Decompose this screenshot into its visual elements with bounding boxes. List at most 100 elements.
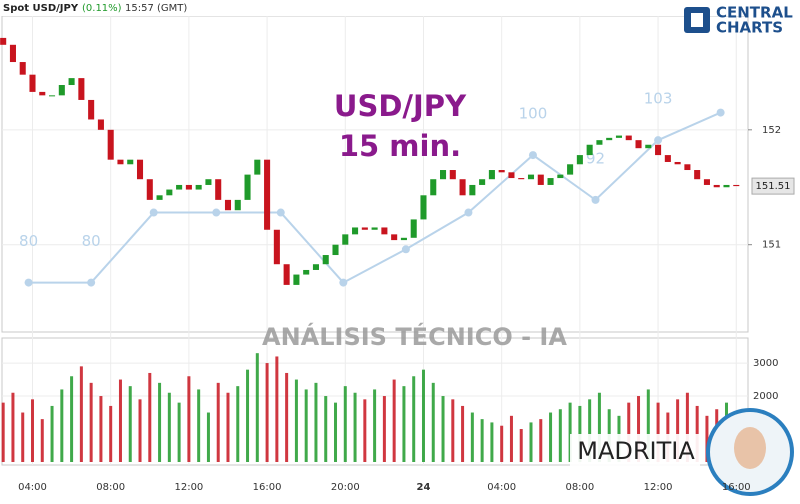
candle-body <box>136 159 144 180</box>
volume-bar <box>197 389 201 462</box>
candle-body <box>312 264 319 270</box>
candle-body <box>703 179 710 185</box>
candle-body <box>694 170 701 180</box>
candle-body <box>322 255 329 265</box>
volume-panel <box>1 337 749 466</box>
volume-bar <box>500 425 504 462</box>
candle-body <box>449 170 456 180</box>
brand: MADRITIA <box>577 437 695 465</box>
indicator-point <box>149 208 158 217</box>
candle-body <box>29 74 36 92</box>
volume-bar <box>304 389 308 462</box>
indicator-point <box>591 195 600 204</box>
candle-body <box>78 78 85 100</box>
volume-bar <box>539 419 543 462</box>
candle-body <box>9 44 16 63</box>
volume-bar <box>187 376 191 462</box>
brand-box <box>570 434 700 468</box>
candle-body <box>224 199 232 211</box>
candle-body <box>576 155 583 165</box>
candle-body <box>166 189 173 196</box>
candle-body <box>479 179 486 185</box>
volume-bar <box>236 386 240 462</box>
candle-body <box>400 237 407 241</box>
indicator-point <box>716 108 725 117</box>
volume-bar <box>588 399 592 462</box>
candle-body <box>391 234 398 241</box>
volume-bar <box>480 419 484 462</box>
volume-bar <box>118 379 122 462</box>
candle-body <box>127 159 134 165</box>
candle-body <box>420 195 427 220</box>
candle-body <box>498 170 505 173</box>
x-tick-label: 04:00 <box>487 482 516 493</box>
volume-bars <box>1 353 738 462</box>
indicator-point <box>212 208 221 217</box>
volume-bar <box>451 399 455 462</box>
volume-bar <box>226 392 230 462</box>
volume-bar <box>637 396 641 462</box>
volume-bar <box>421 369 425 462</box>
volume-bar <box>30 399 34 462</box>
indicator-point <box>654 136 663 145</box>
volume-tick-label: 2000 <box>753 391 778 402</box>
volume-bar <box>549 412 553 462</box>
volume-bar <box>246 369 250 462</box>
candle-body <box>342 234 349 245</box>
candle-body <box>723 184 730 188</box>
logo-text: CHARTS <box>716 19 783 37</box>
candle-body <box>440 170 447 180</box>
volume-bar <box>285 372 289 462</box>
volume-bar <box>685 392 689 462</box>
x-tick-label: 08:00 <box>565 482 594 493</box>
header-bg <box>0 0 800 16</box>
volume-bar <box>265 363 269 462</box>
volume-bar <box>627 402 631 462</box>
candle-body <box>215 179 222 200</box>
volume-bar <box>60 389 64 462</box>
candle-body <box>97 119 104 130</box>
candle-body <box>615 135 623 138</box>
time: 15:57 (GMT) <box>125 3 187 14</box>
candle-body <box>518 178 525 180</box>
candle-body <box>39 91 46 96</box>
overlay-subtitle: 15 min. <box>339 129 461 163</box>
candle-body <box>410 219 417 238</box>
volume-bar <box>529 422 533 462</box>
volume-bar <box>558 409 562 462</box>
candle-body <box>606 137 613 141</box>
x-tick-label: 20:00 <box>331 482 360 493</box>
indicator-point <box>401 245 410 254</box>
volume-bar <box>294 379 298 462</box>
candle-body <box>645 144 652 149</box>
candle-body <box>273 229 280 265</box>
volume-bar <box>334 402 338 462</box>
price-panel <box>1 15 749 333</box>
volume-tick-label: 3000 <box>753 358 778 369</box>
candle-body <box>371 227 378 230</box>
volume-bar <box>275 356 279 462</box>
candle-body <box>547 178 554 185</box>
candle-body <box>176 184 183 190</box>
volume-bar <box>412 376 416 462</box>
volume-bar <box>695 405 699 462</box>
candle-body <box>537 174 544 185</box>
volume-bar <box>89 382 93 462</box>
indicator-point <box>339 278 348 287</box>
x-tick-label: 16:00 <box>722 482 751 493</box>
candle-body <box>508 172 515 179</box>
overlay-title: USD/JPY <box>334 89 467 123</box>
volume-bar <box>79 366 83 462</box>
x-tick-label: 16:00 <box>253 482 282 493</box>
candle-body <box>469 184 476 196</box>
candle-body <box>107 129 114 160</box>
candle-body <box>195 184 202 190</box>
last-price-badge <box>751 177 795 195</box>
candle-body <box>635 140 642 149</box>
candles <box>0 37 740 285</box>
volume-bar <box>382 396 386 462</box>
volume-bar <box>50 405 54 462</box>
x-tick-label: 12:00 <box>644 482 673 493</box>
candle-body <box>674 161 681 165</box>
